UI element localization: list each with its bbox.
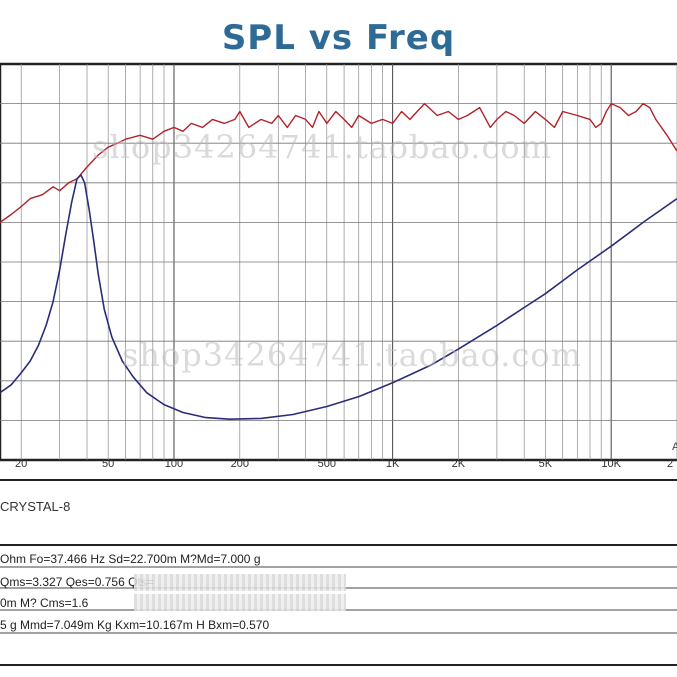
watermark-middle: shop34264741.taobao.com [122,336,582,374]
param-row-2: Qms=3.327 Qes=0.756 Qts= [0,575,154,589]
x-tick-label-5: 1K [385,458,400,470]
param-row-3: 0m M? Cms=1.6 [0,596,89,610]
parameter-table: Ohm Fo=37.466 Hz Sd=22.700m M?Md=7.000 g… [0,546,677,640]
x-tick-label-9: 2 [666,458,674,470]
side-label: A [672,441,677,453]
obscured-text-row-3 [134,594,346,611]
x-tick-label-0: 20 [15,458,28,470]
x-tick-label-1: 50 [102,458,115,470]
obscured-text-row-2 [134,574,346,591]
x-tick-label-4: 500 [317,458,336,470]
model-name: CRYSTAL-8 [0,499,71,514]
x-tick-label-3: 200 [230,458,249,470]
param-row-1: Ohm Fo=37.466 Hz Sd=22.700m M?Md=7.000 g [0,552,261,566]
watermark-top: shop34264741.taobao.com [92,128,552,166]
grid [0,64,677,460]
param-row-4: 5 g Mmd=7.049m Kg Kxm=10.167m H Bxm=0.57… [0,618,270,632]
series-layer [0,102,677,421]
series-line-impedance [0,174,677,421]
series-line-spl [0,102,677,223]
x-tick-label-6: 2K [451,458,466,470]
x-tick-label-2: 100 [164,458,184,470]
x-tick-label-7: 5K [538,458,553,470]
chart-title: SPL vs Freq [221,18,456,58]
x-tick-label-8: 10K [601,458,621,470]
